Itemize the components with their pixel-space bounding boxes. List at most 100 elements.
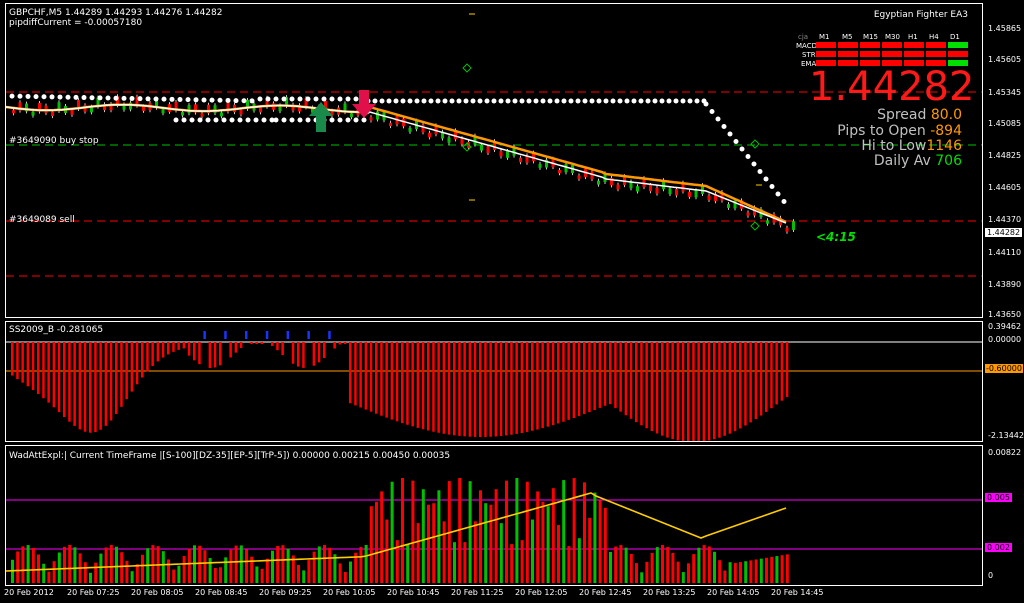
- trail-dot: [201, 97, 207, 103]
- histogram-bar: [109, 342, 113, 421]
- candle: [675, 189, 678, 196]
- signal-cell: [948, 60, 968, 66]
- candle: [298, 105, 301, 112]
- order-buy-stop-label[interactable]: #3649090 buy stop: [9, 136, 99, 146]
- ss2009-scale-top: 0.39462: [988, 322, 1022, 331]
- order-sell-label[interactable]: #3649089 sell: [9, 215, 75, 225]
- trail-dot: [449, 98, 455, 104]
- volume-bar: [63, 546, 66, 583]
- volume-bar: [499, 523, 503, 583]
- signal-cell: [904, 51, 924, 57]
- volume-bar: [520, 540, 524, 583]
- candle: [447, 137, 451, 143]
- candle: [785, 227, 789, 232]
- trail-dot: [97, 95, 103, 101]
- histogram-bar: [479, 342, 482, 437]
- trail-dot: [769, 184, 775, 189]
- histogram-bar: [707, 342, 711, 441]
- trail-dot: [477, 98, 483, 104]
- histogram-bar: [759, 342, 763, 416]
- pips-open-label: Pips to Open: [837, 123, 926, 139]
- volume-bar: [650, 553, 654, 583]
- candle: [246, 100, 249, 109]
- histogram-bar: [354, 342, 357, 406]
- volume-bar: [307, 560, 311, 583]
- candle: [421, 125, 425, 133]
- volume-bar: [577, 538, 581, 583]
- time-label: 20 Feb 08:45: [195, 588, 248, 597]
- candle: [285, 97, 288, 107]
- main-chart-pane[interactable]: GBPCHF,M5 1.44289 1.44293 1.44276 1.4428…: [5, 3, 983, 318]
- histogram-bar: [765, 342, 768, 412]
- trail-dot: [463, 98, 469, 104]
- candle: [77, 100, 80, 110]
- volume-bar: [754, 559, 758, 583]
- trail-dot: [213, 117, 219, 123]
- col-h1: H1: [908, 33, 918, 41]
- indicator-ss2009-pane[interactable]: SS2009_B -0.281065: [5, 321, 983, 442]
- trail-dot: [540, 98, 546, 104]
- trade-marker-icon: [462, 142, 472, 152]
- candle: [376, 111, 379, 120]
- trail-dot: [313, 96, 319, 102]
- candle: [174, 101, 178, 111]
- histogram-bar: [37, 342, 40, 395]
- indicator-wad-pane[interactable]: WadAttExpl:| Current TimeFrame |[S-100][…: [5, 445, 983, 586]
- volume-bar: [536, 491, 540, 583]
- buy-arrow-icon: [309, 102, 333, 132]
- volume-bar: [546, 506, 550, 583]
- volume-bar: [364, 545, 368, 583]
- histogram-bar: [661, 342, 664, 436]
- histogram-bar: [193, 342, 196, 361]
- ss2009-level-tag: -0.60000: [985, 364, 1023, 373]
- trail-dot: [273, 96, 279, 102]
- volume-bar: [624, 547, 628, 583]
- histogram-bar: [281, 342, 284, 356]
- trail-dot: [589, 98, 595, 104]
- trail-dot: [470, 98, 476, 104]
- histogram-bar: [473, 342, 477, 437]
- trail-dot: [89, 95, 95, 101]
- histogram-bar: [421, 342, 425, 430]
- time-axis[interactable]: 20 Feb 2012 20 Feb 07:25 20 Feb 08:05 20…: [0, 586, 984, 603]
- histogram-bar: [655, 342, 659, 434]
- signal-cell: [860, 42, 880, 48]
- histogram-bar: [629, 342, 633, 419]
- time-label: 20 Feb 10:45: [387, 588, 440, 597]
- histogram-bar: [369, 342, 373, 412]
- histogram-bar: [276, 342, 279, 351]
- histogram-bar: [713, 342, 716, 440]
- trail-dot: [129, 96, 135, 102]
- histogram-bar: [557, 342, 560, 424]
- volume-bar: [437, 490, 441, 583]
- trail-dot: [498, 98, 504, 104]
- volume-bar: [619, 545, 623, 583]
- volume-bar: [31, 547, 35, 583]
- trail-dot: [582, 98, 588, 104]
- histogram-bar: [245, 331, 248, 339]
- histogram-bar: [510, 342, 513, 435]
- histogram-bar: [598, 342, 602, 408]
- trail-dot: [261, 117, 267, 123]
- trail-dot: [105, 95, 111, 101]
- candle: [109, 103, 113, 111]
- histogram-bar: [312, 342, 316, 366]
- candle: [343, 103, 347, 113]
- histogram-bar: [161, 342, 165, 358]
- histogram-bar: [395, 342, 399, 422]
- histogram-bar: [146, 342, 149, 372]
- trail-dot: [161, 96, 167, 102]
- volume-bar: [411, 480, 415, 583]
- volume-bar: [37, 554, 40, 583]
- volume-bar: [707, 546, 711, 583]
- price-scale[interactable]: 1.45865 1.45605 1.45345 1.45085 1.44825 …: [984, 0, 1024, 603]
- histogram-bar: [619, 342, 622, 412]
- histogram-bar: [333, 342, 336, 349]
- price-tick: 1.45345: [988, 88, 1022, 97]
- volume-bar: [333, 554, 337, 583]
- candle: [291, 104, 295, 111]
- candle: [590, 171, 594, 180]
- time-label: 20 Feb 12:05: [515, 588, 568, 597]
- trail-dot: [209, 97, 215, 103]
- volume-bar: [141, 554, 144, 583]
